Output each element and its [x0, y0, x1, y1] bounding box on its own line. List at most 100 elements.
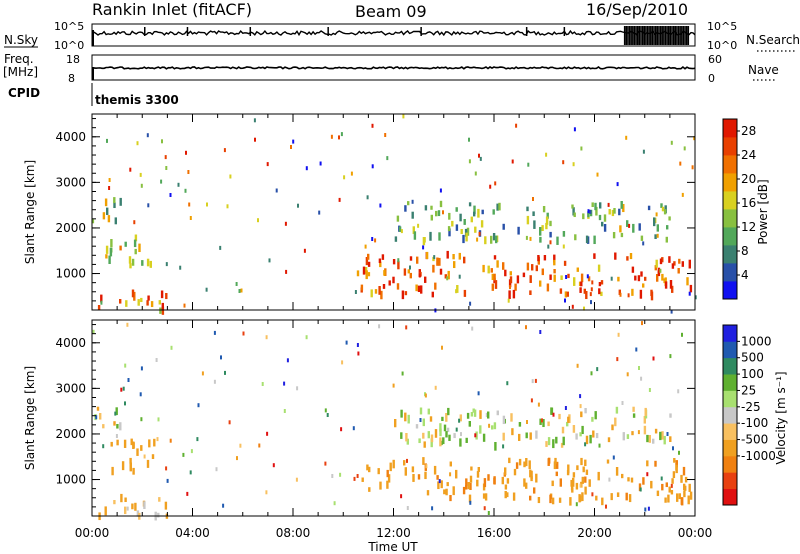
echo-cell [134, 502, 137, 511]
echo-cell [434, 282, 437, 290]
echo-cell [261, 382, 264, 386]
echo-cell [403, 268, 407, 276]
echo-cell [401, 290, 405, 300]
echo-cell [419, 418, 422, 422]
echo-cell [582, 466, 585, 473]
echo-cell [258, 443, 261, 448]
xtick-label: 12:00 [376, 526, 411, 540]
echo-cell [585, 291, 588, 300]
echo-cell [496, 260, 499, 268]
echo-cell [284, 221, 287, 226]
echo-cell [562, 436, 565, 446]
echo-cell [525, 432, 528, 439]
echo-cell [324, 461, 327, 466]
echo-cell [596, 172, 599, 177]
echo-cell [133, 220, 136, 225]
echo-cell [116, 424, 119, 429]
ytick-label: 3000 [55, 175, 86, 189]
echo-cell [659, 268, 662, 273]
echo-cell [147, 295, 150, 301]
nsky-tick-bottom: 10^0 [54, 39, 84, 52]
echo-cell [356, 343, 359, 347]
echo-cell [381, 254, 385, 260]
echo-cell [158, 497, 161, 502]
power-echoes [92, 114, 697, 315]
echo-cell [668, 486, 671, 493]
echo-cell [474, 433, 477, 438]
echo-cell [435, 210, 438, 217]
echo-cell [681, 192, 684, 197]
echo-cell [109, 247, 113, 257]
echo-cell [378, 258, 382, 263]
echo-cell [580, 281, 583, 287]
echo-cell [644, 407, 647, 417]
echo-cell [463, 256, 466, 264]
echo-cell [660, 203, 663, 208]
echo-cell [240, 288, 243, 293]
echo-cell [169, 438, 172, 443]
echo-cell [585, 435, 589, 445]
echo-cell [532, 211, 535, 217]
echo-cell [409, 265, 411, 270]
echo-cell [403, 460, 406, 466]
echo-cell [415, 424, 419, 429]
echo-cell [535, 265, 538, 272]
echo-cell [360, 284, 364, 291]
echo-cell [553, 274, 556, 282]
echo-cell [537, 497, 541, 504]
echo-cell [371, 237, 374, 241]
echo-cell [474, 226, 477, 233]
colorbar-tick-label: 4 [741, 268, 749, 282]
echo-cell [539, 330, 542, 334]
echo-cell [575, 482, 579, 490]
echo-cell [465, 485, 468, 490]
echo-cell [108, 186, 111, 190]
echo-cell [105, 245, 109, 254]
echo-cell [515, 123, 518, 128]
echo-cell [143, 454, 146, 459]
echo-cell [493, 255, 497, 260]
echo-cell [318, 210, 321, 215]
echo-cell [127, 378, 130, 382]
echo-cell [419, 407, 423, 415]
cpid-label: CPID [8, 86, 40, 100]
echo-cell [576, 465, 579, 471]
echo-cell [504, 491, 507, 499]
echo-cell [411, 211, 414, 219]
echo-cell [508, 457, 511, 464]
echo-cell [656, 224, 659, 232]
echo-cell [161, 139, 163, 144]
echo-cell [562, 160, 565, 165]
echo-cell [469, 500, 472, 505]
colorbar-tick-label: 500 [741, 351, 764, 365]
echo-cell [441, 345, 443, 350]
echo-cell [424, 205, 428, 211]
echo-cell [107, 215, 111, 223]
echo-cell [693, 136, 696, 141]
echo-cell [125, 300, 128, 307]
echo-cell [552, 439, 555, 449]
echo-cell [266, 431, 269, 436]
echo-cell [439, 200, 443, 208]
echo-cell [367, 253, 370, 260]
echo-cell [283, 381, 286, 386]
echo-cell [510, 413, 513, 422]
echo-cell [688, 291, 691, 296]
echo-cell [222, 503, 225, 508]
echo-cell [439, 188, 442, 193]
echo-cell [529, 275, 532, 283]
echo-cell [669, 413, 672, 418]
echo-cell [377, 468, 380, 475]
echo-cell [446, 482, 449, 487]
echo-cell [607, 202, 610, 207]
echo-cell [268, 258, 271, 263]
echo-cell [153, 438, 156, 447]
echo-cell [220, 355, 222, 360]
echo-cell [518, 422, 522, 427]
echo-cell [587, 276, 591, 282]
echo-cell [564, 406, 567, 410]
echo-cell [545, 216, 549, 225]
echo-cell [290, 145, 292, 149]
freq-tick-bottom: 8 [68, 72, 75, 85]
